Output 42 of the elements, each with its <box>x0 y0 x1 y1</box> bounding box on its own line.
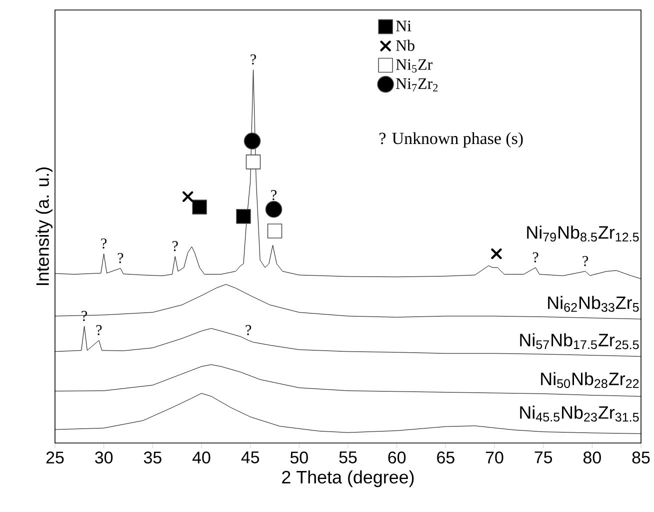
annotation: ? <box>246 325 252 336</box>
x-tick-label: 70 <box>486 452 504 464</box>
series-label: Ni$_{57}$Nb$_{17.5}$Zr$_{25.5}$ <box>520 333 639 350</box>
point <box>244 132 261 150</box>
annotation: ? <box>118 253 124 264</box>
y-axis-title: Intensity (a. u.) <box>36 167 52 285</box>
legend-label: Ni <box>396 20 412 32</box>
annotation: ? Unknown phase (s) <box>380 132 523 148</box>
x-tick-label: 85 <box>632 452 650 464</box>
series-label: Ni$_{50}$Nb$_{28}$Zr$_{22}$ <box>541 372 639 388</box>
series-label: Ni$_{45.5}$Nb$_{23}$Zr$_{31.5}$ <box>520 406 639 422</box>
annotation: ? <box>96 325 102 336</box>
series-label: Ni$_{79}$Nb$_{8.5}$Zr$_{12.5}$ <box>527 226 639 242</box>
x-tick-label: 25 <box>46 452 64 464</box>
point <box>182 191 194 202</box>
legend-label: Nb <box>396 40 414 51</box>
annotation: ? <box>101 238 107 249</box>
annotation: ? <box>250 54 256 65</box>
annotation: ? <box>532 252 538 262</box>
point <box>246 154 261 170</box>
legend-label: Ni$_{7}$Zr$_{2}$ <box>396 78 438 92</box>
point <box>265 200 282 218</box>
x-axis-title: 2 Theta (degree) <box>282 470 414 488</box>
x-tick-label: 40 <box>192 452 210 464</box>
legend-label: Ni$_{5}$Zr <box>396 59 432 72</box>
annotation: ? <box>582 256 588 266</box>
x-tick-label: 65 <box>437 452 454 464</box>
point <box>491 248 502 260</box>
x-tick-label: 35 <box>144 452 162 464</box>
x-tick-label: 50 <box>290 452 308 464</box>
point <box>267 224 282 238</box>
x-tick-label: 55 <box>339 452 357 464</box>
point <box>236 209 251 224</box>
x-tick-label: 45 <box>241 452 260 464</box>
series-label: Ni$_{62}$Nb$_{33}$Zr$_{5}$ <box>548 296 639 312</box>
x-tick-label: 60 <box>388 452 406 464</box>
annotation: ? <box>172 241 178 252</box>
x-tick-label: 80 <box>583 452 601 464</box>
annotation: ? <box>271 190 276 200</box>
x-tick-label: 75 <box>534 452 552 464</box>
point <box>192 200 207 214</box>
x-tick-label: 30 <box>95 452 113 464</box>
